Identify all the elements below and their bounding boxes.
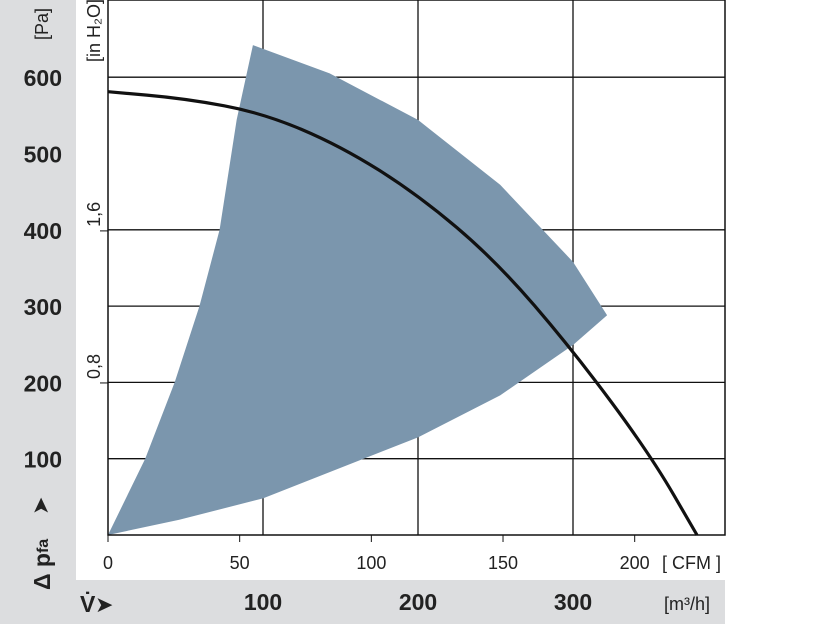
fan-curve (107, 90, 699, 536)
x-unit-m3h: [m³/h] (664, 594, 710, 614)
x-symbol: V̇ (80, 591, 96, 617)
y-unit-pa: [Pa] (32, 8, 52, 40)
operating-region (108, 45, 608, 536)
marks (107, 45, 699, 536)
y-symbol: Δ pfa (29, 539, 55, 590)
y-symbol-sub: fa (35, 539, 52, 553)
y-arrow-icon: ➤ (28, 497, 53, 515)
x-tick-label-cfm: 0 (103, 553, 113, 573)
y-tick-label-inh2o: 1,6 (84, 202, 104, 227)
y-tick-label-pa: 600 (24, 65, 62, 91)
x-tick-label-m3h: 100 (244, 589, 282, 615)
y-tick-label-inh2o: 0,8 (84, 354, 104, 379)
x-tick-label-m3h: 200 (399, 589, 437, 615)
y-tick-label-pa: 200 (24, 370, 62, 396)
x-tick-label-cfm: 50 (230, 553, 250, 573)
x-tick-label-m3h: 300 (554, 589, 592, 615)
x-arrow-icon: ➤ (95, 592, 113, 617)
y-unit-inh2o: [in H₂O] (84, 0, 104, 62)
y-symbol-main: Δ p (29, 553, 55, 590)
y-tick-label-pa: 300 (24, 294, 62, 320)
y-tick-label-pa: 500 (24, 142, 62, 168)
y-tick-label-pa: 100 (24, 447, 62, 473)
bottom-axis-band (0, 580, 725, 624)
y-tick-label-pa: 400 (24, 218, 62, 244)
x-tick-label-cfm: 200 (620, 553, 650, 573)
x-tick-label-cfm: 100 (356, 553, 386, 573)
x-unit-cfm: [ CFM ] (662, 553, 721, 573)
x-tick-label-cfm: 150 (488, 553, 518, 573)
plot-frame (107, 0, 726, 536)
left-axis-band (0, 0, 76, 624)
